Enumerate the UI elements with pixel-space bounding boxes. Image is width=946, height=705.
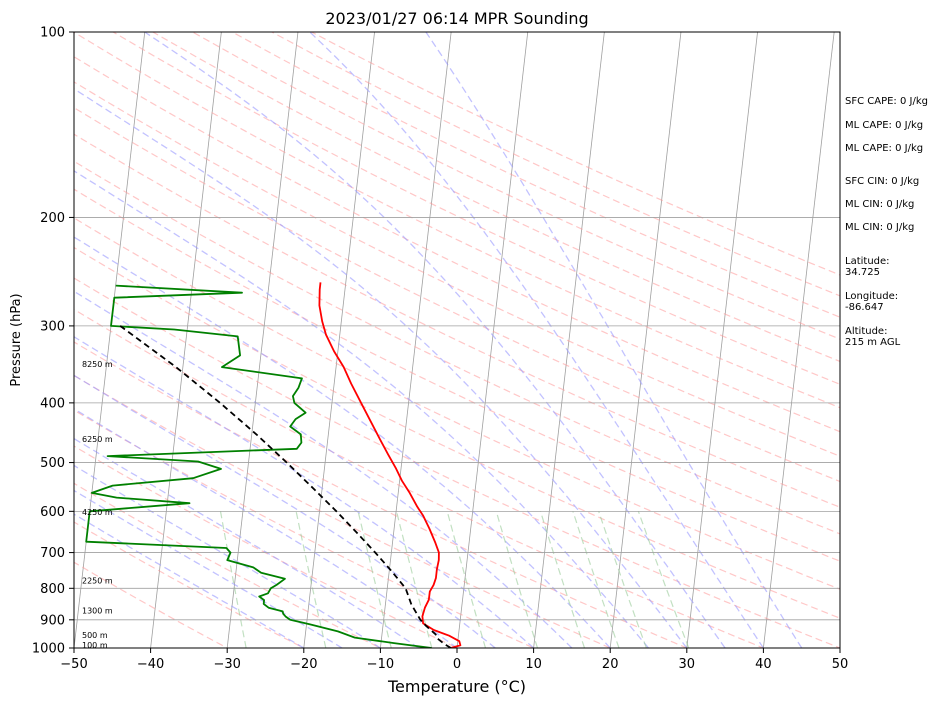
moist-adiabat-line — [425, 32, 803, 648]
moist-adiabat-line — [74, 336, 535, 648]
altitude-label: Altitude: — [845, 326, 887, 337]
isotherm-line — [303, 32, 375, 648]
moist-adiabat-line — [144, 32, 726, 648]
y-tick-label: 900 — [40, 613, 65, 628]
longitude-label: Longitude: — [845, 291, 898, 302]
sounding-traces — [85, 282, 462, 648]
dry-adiabat-line — [74, 160, 840, 535]
isobar-gridlines — [74, 32, 840, 648]
mixing-ratio-line — [495, 511, 539, 648]
dry-adiabat-line — [74, 133, 840, 508]
height-label: 100 m — [82, 641, 108, 650]
x-tick-label: −50 — [60, 657, 87, 672]
x-tick-label: 10 — [525, 657, 542, 672]
isotherm-line — [533, 32, 605, 648]
parcel-path-line — [119, 325, 452, 648]
x-tick-label: 40 — [755, 657, 772, 672]
dry-adiabat-line — [74, 56, 840, 433]
x-tick-label: 50 — [832, 657, 849, 672]
mixing-ratio-line — [598, 511, 647, 648]
moist-adiabat-line — [309, 32, 764, 648]
dry-adiabat-line — [74, 482, 382, 648]
moist-adiabat-line — [74, 88, 688, 648]
moist-adiabat-line — [74, 290, 573, 648]
ml-cin-label: ML CIN: 0 J/kg — [845, 199, 914, 210]
y-axis: 1000 900 800 700 600 500 400 300 200 100 — [32, 26, 74, 657]
dewpoint-line — [85, 284, 432, 648]
mixing-ratio-line — [637, 511, 690, 648]
moist-adiabat-line — [74, 437, 420, 648]
x-tick-label: 0 — [453, 657, 461, 672]
ml-cape-label: ML CAPE: 0 J/kg — [845, 120, 923, 131]
y-tick-label: 800 — [40, 582, 65, 597]
latitude-label: Latitude: — [845, 256, 890, 267]
dry-adiabat-line — [74, 445, 459, 648]
ml-cin-label-2: ML CIN: 0 J/kg — [845, 222, 914, 233]
dry-adiabat-line — [74, 246, 840, 619]
mixing-ratio-line — [539, 511, 586, 648]
y-tick-label: 200 — [40, 211, 65, 226]
y-tick-label: 100 — [40, 26, 65, 41]
dry-adiabat-line — [74, 188, 840, 562]
mixing-ratio-line — [572, 511, 620, 648]
x-tick-label: −20 — [290, 657, 317, 672]
height-label: 1300 m — [82, 607, 113, 616]
isotherm-line — [609, 32, 682, 648]
moist-adiabat-line — [74, 464, 381, 648]
dry-adiabat-line — [74, 81, 840, 457]
y-tick-label: 400 — [40, 396, 65, 411]
y-tick-label: 300 — [40, 319, 65, 334]
sfc-cape-label: SFC CAPE: 0 J/kg — [845, 96, 928, 107]
moist-adiabat-line — [74, 374, 496, 648]
height-label: 4250 m — [82, 508, 113, 517]
x-tick-label: −40 — [137, 657, 164, 672]
mixing-ratio-line — [446, 511, 487, 648]
sfc-cin-label: SFC CIN: 0 J/kg — [845, 176, 919, 187]
isotherm-line — [456, 32, 529, 648]
dry-adiabat-line — [74, 341, 689, 648]
isotherm-line — [226, 32, 299, 648]
temperature-line — [318, 282, 462, 648]
y-tick-label: 700 — [40, 546, 65, 561]
x-tick-label: −30 — [213, 657, 240, 672]
dry-adiabat-line — [74, 308, 765, 648]
longitude-value: -86.647 — [845, 302, 884, 313]
dry-adiabat-line — [151, 32, 840, 363]
isotherm-line — [763, 32, 835, 648]
dry-adiabat-line — [74, 217, 840, 590]
x-tick-label: −10 — [367, 657, 394, 672]
x-tick-label: 20 — [602, 657, 619, 672]
dry-adiabat-line — [191, 32, 840, 340]
x-tick-label: 30 — [679, 657, 696, 672]
height-label: 500 m — [82, 631, 108, 640]
dry-adiabat-line — [230, 32, 840, 318]
altitude-value: 215 m AGL — [845, 337, 901, 348]
isotherm-line — [74, 32, 146, 648]
latitude-value: 34.725 — [845, 267, 880, 278]
dry-adiabat-line — [74, 561, 229, 648]
dry-adiabat-line — [74, 32, 840, 409]
x-axis-title: Temperature (°C) — [387, 677, 526, 696]
moist-adiabat-line — [74, 236, 611, 648]
chart-title: 2023/01/27 06:14 MPR Sounding — [325, 9, 588, 28]
y-tick-label: 500 — [40, 456, 65, 471]
height-label: 2250 m — [82, 576, 113, 585]
x-axis: −50 −40 −30 −20 −10 0 10 20 30 40 50 — [60, 648, 848, 672]
isotherm-line — [380, 32, 452, 648]
reference-lines — [74, 32, 840, 648]
y-axis-title: Pressure (hPa) — [9, 293, 24, 386]
y-tick-label: 1000 — [32, 642, 65, 657]
plot-background — [74, 32, 840, 648]
height-label: 8250 m — [82, 360, 113, 369]
stats-panel: SFC CAPE: 0 J/kg ML CAPE: 0 J/kg ML CAPE… — [845, 96, 928, 348]
moist-adiabat-line — [74, 170, 649, 648]
isotherm-line — [686, 32, 758, 648]
height-label: 6250 m — [82, 435, 113, 444]
y-tick-label: 600 — [40, 505, 65, 520]
ml-cape-label-2: ML CAPE: 0 J/kg — [845, 143, 923, 154]
